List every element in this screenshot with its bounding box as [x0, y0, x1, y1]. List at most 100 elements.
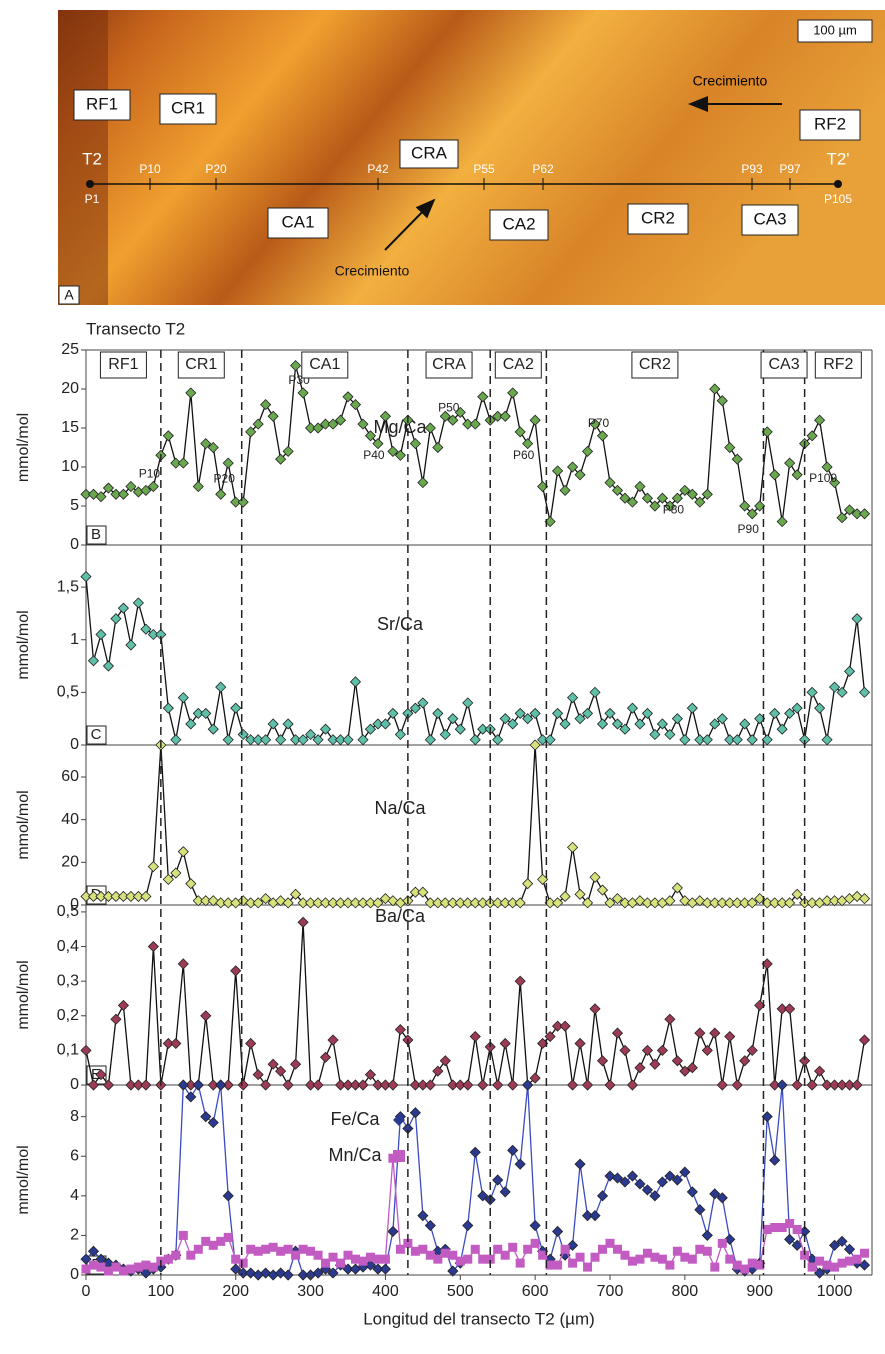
marker [110, 488, 122, 500]
y-tick-label: 0 [70, 1266, 79, 1283]
marker [298, 1244, 308, 1254]
marker [522, 713, 534, 725]
marker [574, 469, 586, 481]
marker [432, 897, 444, 909]
marker [297, 387, 309, 399]
marker [664, 1170, 676, 1182]
marker [739, 1055, 751, 1067]
marker [499, 1186, 511, 1198]
marker [425, 1250, 435, 1260]
marker [223, 1232, 233, 1242]
marker [469, 897, 481, 909]
marker [379, 893, 391, 905]
marker [567, 1079, 579, 1091]
marker [117, 999, 129, 1011]
marker [132, 890, 144, 903]
marker [305, 728, 317, 741]
marker [776, 1079, 788, 1091]
marker [267, 1058, 279, 1070]
x-tick-label: 1000 [817, 1283, 853, 1300]
marker [649, 500, 661, 512]
marker [851, 508, 863, 520]
marker [334, 414, 347, 426]
marker [349, 1079, 362, 1091]
marker [462, 418, 474, 430]
zone-box [99, 351, 147, 379]
marker [327, 418, 339, 430]
marker [529, 1072, 541, 1084]
marker [297, 916, 309, 928]
marker [770, 1223, 780, 1232]
marker [260, 893, 272, 905]
zone-box [814, 351, 862, 379]
marker [387, 1225, 399, 1238]
marker [731, 897, 743, 909]
marker [334, 734, 347, 746]
marker [656, 1044, 668, 1056]
marker [260, 1079, 272, 1091]
marker [671, 492, 683, 504]
transect-start: T2 [82, 149, 102, 168]
marker [80, 488, 92, 500]
marker [574, 1158, 586, 1170]
marker [111, 1262, 121, 1272]
x-tick-label: 800 [672, 1283, 699, 1300]
marker [200, 1111, 212, 1123]
marker [177, 692, 189, 704]
point-label: P20 [214, 471, 236, 485]
y-tick-label: 0 [70, 736, 79, 753]
marker [282, 718, 294, 730]
y-tick-label: 15 [61, 419, 79, 436]
marker [252, 897, 264, 909]
marker [611, 893, 624, 905]
marker [469, 418, 481, 430]
marker [306, 1246, 316, 1256]
marker [388, 1153, 398, 1163]
y-tick-label: 1,5 [57, 578, 79, 595]
marker [394, 1024, 406, 1036]
marker [424, 1079, 436, 1091]
marker [694, 496, 706, 508]
marker [117, 488, 129, 500]
marker [687, 1254, 697, 1264]
marker [117, 602, 129, 614]
marker [454, 406, 466, 418]
marker [836, 1079, 848, 1091]
marker [477, 723, 489, 735]
marker [619, 723, 631, 735]
marker [207, 1079, 219, 1091]
y-tick-label: 60 [61, 768, 79, 785]
marker [611, 484, 624, 496]
marker [829, 477, 841, 489]
marker [784, 1003, 796, 1015]
photo-panel: 100 µm Crecimiento RF1 CR1 CRA RF2 CA1 C… [58, 10, 885, 305]
marker [334, 897, 347, 909]
marker [342, 897, 354, 909]
marker [581, 707, 594, 719]
marker [740, 1264, 750, 1274]
marker [626, 496, 639, 508]
marker [755, 1260, 765, 1270]
marker [776, 1003, 788, 1015]
zone-label: CA2 [502, 214, 535, 233]
marker [364, 1069, 377, 1081]
marker [620, 1250, 630, 1260]
growth-label: Crecimiento [693, 73, 768, 89]
marker [814, 702, 826, 714]
y-tick-label: 1 [70, 631, 79, 648]
marker [394, 449, 406, 461]
x-tick-label: 0 [82, 1283, 91, 1300]
panel-letter: C [91, 726, 102, 743]
marker [642, 1248, 652, 1258]
marker [132, 597, 144, 609]
marker [215, 681, 227, 693]
marker [581, 445, 594, 457]
marker [409, 886, 421, 898]
marker [102, 660, 115, 672]
marker [686, 702, 698, 714]
marker [754, 500, 766, 512]
zone-label: CR1 [171, 98, 205, 117]
marker [432, 441, 444, 454]
marker [409, 1107, 421, 1119]
marker [418, 1244, 428, 1254]
